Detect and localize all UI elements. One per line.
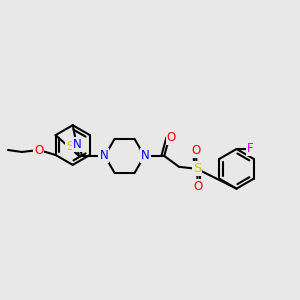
Text: N: N	[141, 149, 150, 162]
Text: N: N	[99, 149, 108, 162]
Text: F: F	[247, 142, 254, 155]
Text: S: S	[193, 162, 201, 175]
Text: O: O	[34, 143, 43, 157]
Text: S: S	[66, 140, 73, 153]
Text: O: O	[191, 145, 200, 158]
Text: N: N	[73, 138, 82, 151]
Text: O: O	[193, 180, 203, 193]
Text: O: O	[167, 130, 176, 144]
